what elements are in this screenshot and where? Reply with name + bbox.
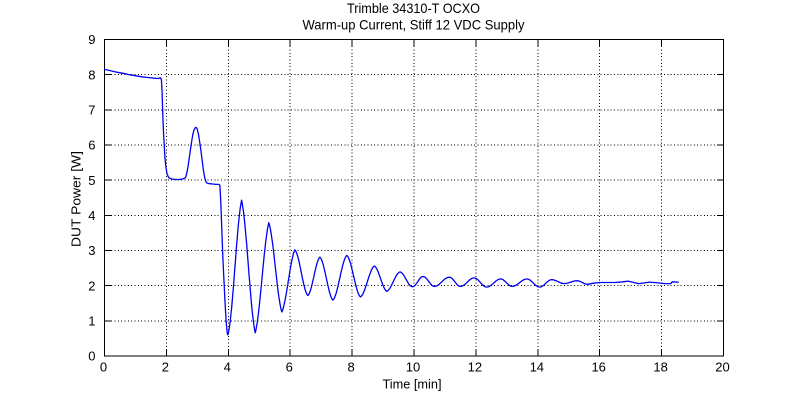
svg-text:4: 4 <box>88 208 95 223</box>
svg-text:Time [min]: Time [min] <box>383 376 442 391</box>
svg-text:14: 14 <box>530 360 544 375</box>
svg-text:0: 0 <box>100 360 107 375</box>
svg-text:9: 9 <box>88 32 95 47</box>
svg-text:6: 6 <box>286 360 293 375</box>
svg-text:1: 1 <box>88 313 95 328</box>
svg-text:8: 8 <box>88 67 95 82</box>
svg-text:6: 6 <box>88 138 95 153</box>
svg-text:0: 0 <box>88 349 95 364</box>
svg-text:Trimble 34310-T OCXO: Trimble 34310-T OCXO <box>347 0 480 16</box>
svg-text:7: 7 <box>88 102 95 117</box>
svg-text:2: 2 <box>162 360 169 375</box>
svg-text:Warm-up Current, Stiff 12 VDC: Warm-up Current, Stiff 12 VDC Supply <box>303 17 525 33</box>
svg-text:16: 16 <box>591 360 605 375</box>
svg-text:18: 18 <box>653 360 667 375</box>
svg-text:4: 4 <box>224 360 231 375</box>
svg-text:DUT Power [W]: DUT Power [W] <box>69 151 84 247</box>
svg-text:10: 10 <box>406 360 420 375</box>
svg-text:3: 3 <box>88 243 95 258</box>
svg-text:5: 5 <box>88 173 95 188</box>
svg-text:2: 2 <box>88 278 95 293</box>
svg-text:12: 12 <box>468 360 482 375</box>
svg-text:8: 8 <box>347 360 354 375</box>
svg-text:20: 20 <box>715 360 729 375</box>
